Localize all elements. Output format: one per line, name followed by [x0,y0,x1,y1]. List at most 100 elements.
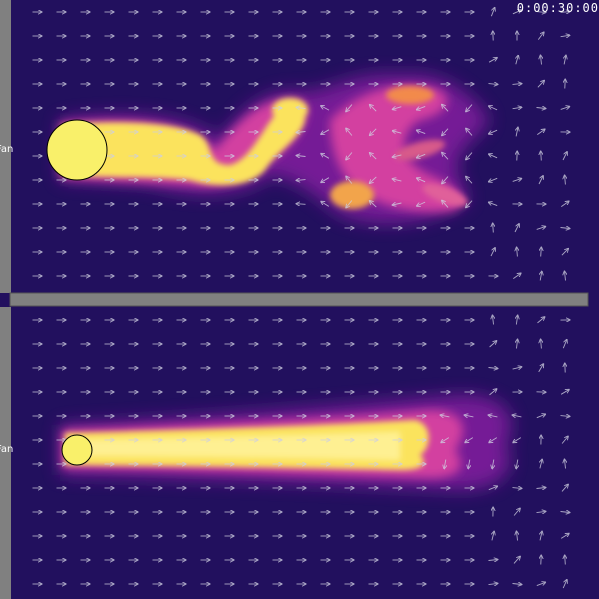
flow-vector-arrow-icon [393,203,402,205]
flow-vector-arrow-icon [489,129,498,134]
flow-vector-arrow-icon [536,582,545,587]
flow-vector-arrow-icon [489,437,498,443]
flow-vector-arrow-icon [321,129,330,134]
flow-vector-arrow-icon [321,154,330,159]
flow-vector-arrow-icon [560,512,570,513]
flow-vector-arrow-icon [538,364,544,373]
flow-vector-arrow-icon [564,56,566,65]
flow-vector-arrow-icon [541,248,542,257]
flow-vector-arrow-icon [488,84,498,85]
flow-vector-arrow-icon [536,12,546,13]
flow-vector-arrow-icon [536,414,545,419]
flow-vector-arrow-icon [442,105,449,112]
flow-vector-arrow-icon [561,437,568,444]
flow-vector-arrow-icon [565,556,566,565]
flow-vector-arrow-icon [514,224,519,233]
flow-vector-arrow-icon [466,152,473,160]
flow-vector-arrow-icon [513,437,522,443]
flow-vector-arrow-icon [417,130,426,135]
flow-vector-arrow-icon [488,583,498,584]
flow-vector-arrow-icon [561,249,568,256]
flow-vector-arrow-icon [297,107,306,108]
flow-vector-arrow-icon [370,128,377,135]
flow-vector-arrow-icon [537,32,543,40]
flow-vector-arrow-icon [540,532,542,541]
fan-bottom-icon[interactable] [61,434,93,466]
flow-vector-arrow-icon [537,81,544,88]
flow-vector-arrow-icon [541,56,542,65]
flow-vector-arrow-icon [489,154,498,159]
flow-vector-arrow-icon [417,201,426,206]
flow-vector-arrow-icon [512,584,522,585]
flow-vector-arrow-icon [489,389,497,396]
flow-vector-arrow-icon [513,509,520,516]
flow-vector-arrow-icon [512,179,522,182]
flow-vector-arrow-icon [513,415,522,417]
plume-top [60,74,490,224]
flow-vector-arrow-icon [517,248,518,257]
flow-vector-arrow-icon [488,486,497,491]
flow-vector-arrow-icon [512,10,521,15]
flow-vector-arrow-icon [512,107,522,108]
fan-bottom-label: Fan [0,444,14,455]
flow-vector-arrow-icon [565,272,566,281]
flow-vector-arrow-icon [393,155,402,157]
flow-vector-arrow-icon [488,368,498,369]
fan-top-icon[interactable] [46,119,108,181]
flow-vector-arrow-icon [536,511,546,512]
flow-vector-arrow-icon [517,532,518,541]
flow-vector-arrow-icon [321,106,330,111]
flow-vector-arrow-icon [513,557,520,564]
flow-vector-arrow-icon [297,132,306,133]
flow-vector-arrow-icon [517,340,518,349]
flow-vector-arrow-icon [346,177,353,184]
flow-vector-arrow-icon [492,459,494,469]
flow-vector-arrow-icon [565,460,566,469]
flow-vector-arrow-icon [488,560,498,561]
flow-vector-arrow-icon [370,176,377,183]
flow-vector-arrow-icon [489,177,498,181]
flow-vector-arrow-icon [417,153,426,157]
flow-vector-arrow-icon [560,35,570,36]
flow-vector-arrow-icon [442,128,449,136]
flow-vector-arrow-icon [537,129,544,135]
flow-vector-arrow-icon [490,8,494,17]
flow-vector-arrow-icon [489,106,498,111]
left-wall-top [0,0,11,293]
flow-vector-arrow-icon [540,272,542,281]
flow-vector-arrow-icon [466,177,473,184]
flow-vector-arrow-icon [444,459,446,469]
flow-vector-arrow-icon [393,107,402,110]
flow-vector-arrow-icon [492,532,494,541]
flow-vector-arrow-icon [536,108,546,109]
flow-vector-arrow-icon [516,459,518,469]
flow-vector-arrow-icon [516,316,517,325]
flow-vector-arrow-icon [370,105,377,112]
flow-vector-arrow-icon [468,459,470,469]
flow-vector-arrow-icon [441,437,450,443]
flow-vector-arrow-icon [370,201,377,208]
flow-vector-arrow-icon [297,204,306,205]
flow-vector-arrow-icon [346,200,353,208]
flow-vector-arrow-icon [493,224,494,233]
flow-vector-field [32,8,570,589]
flow-vector-arrow-icon [466,200,473,208]
flow-vector-arrow-icon [536,227,546,230]
flow-vector-arrow-icon [562,580,567,589]
flow-vector-arrow-icon [465,437,474,443]
flow-vector-arrow-icon [466,104,473,112]
flow-vector-arrow-icon [393,179,402,181]
flow-vector-arrow-icon [346,152,353,160]
flow-vector-arrow-icon [346,104,353,112]
flow-vector-arrow-icon [489,202,498,207]
flow-vector-arrow-icon [512,488,522,489]
flow-vector-arrow-icon [321,202,330,207]
flow-vector-arrow-icon [490,248,495,257]
flow-vector-arrow-icon [442,176,449,184]
flow-vector-arrow-icon [516,56,518,65]
flow-vector-arrow-icon [346,129,353,136]
flow-vector-arrow-icon [561,201,568,207]
flow-vector-arrow-icon [297,180,306,181]
flow-vector-arrow-icon [560,107,570,110]
